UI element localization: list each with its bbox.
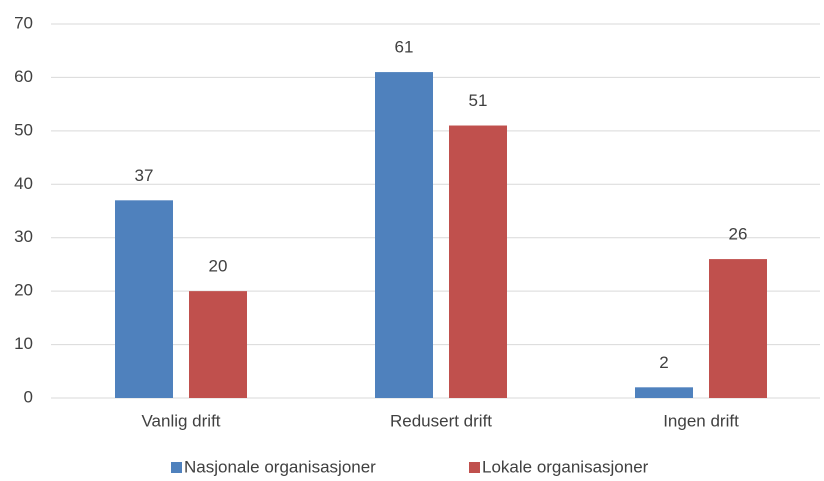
bar: [189, 291, 247, 398]
legend-label: Lokale organisasjoner: [482, 457, 649, 476]
legend-label: Nasjonale organisasjoner: [184, 457, 376, 476]
y-tick-label: 20: [14, 281, 33, 300]
data-label: 2: [659, 353, 668, 372]
data-label: 26: [729, 225, 748, 244]
y-tick-label: 0: [24, 387, 33, 406]
bar: [375, 72, 433, 398]
y-tick-label: 70: [14, 13, 33, 32]
data-label: 20: [209, 257, 228, 276]
y-tick-label: 60: [14, 67, 33, 86]
data-label: 37: [135, 166, 154, 185]
y-tick-label: 10: [14, 334, 33, 353]
data-label: 51: [469, 91, 488, 110]
bar: [449, 125, 507, 398]
bar: [709, 259, 767, 398]
y-tick-label: 40: [14, 174, 33, 193]
y-tick-label: 50: [14, 120, 33, 139]
x-tick-label: Ingen drift: [663, 411, 739, 430]
x-tick-label: Redusert drift: [390, 411, 492, 430]
data-label: 61: [395, 38, 414, 57]
x-tick-label: Vanlig drift: [141, 411, 220, 430]
legend-swatch: [171, 462, 182, 473]
legend-swatch: [469, 462, 480, 473]
bar: [635, 387, 693, 398]
y-tick-label: 30: [14, 227, 33, 246]
bar: [115, 200, 173, 398]
